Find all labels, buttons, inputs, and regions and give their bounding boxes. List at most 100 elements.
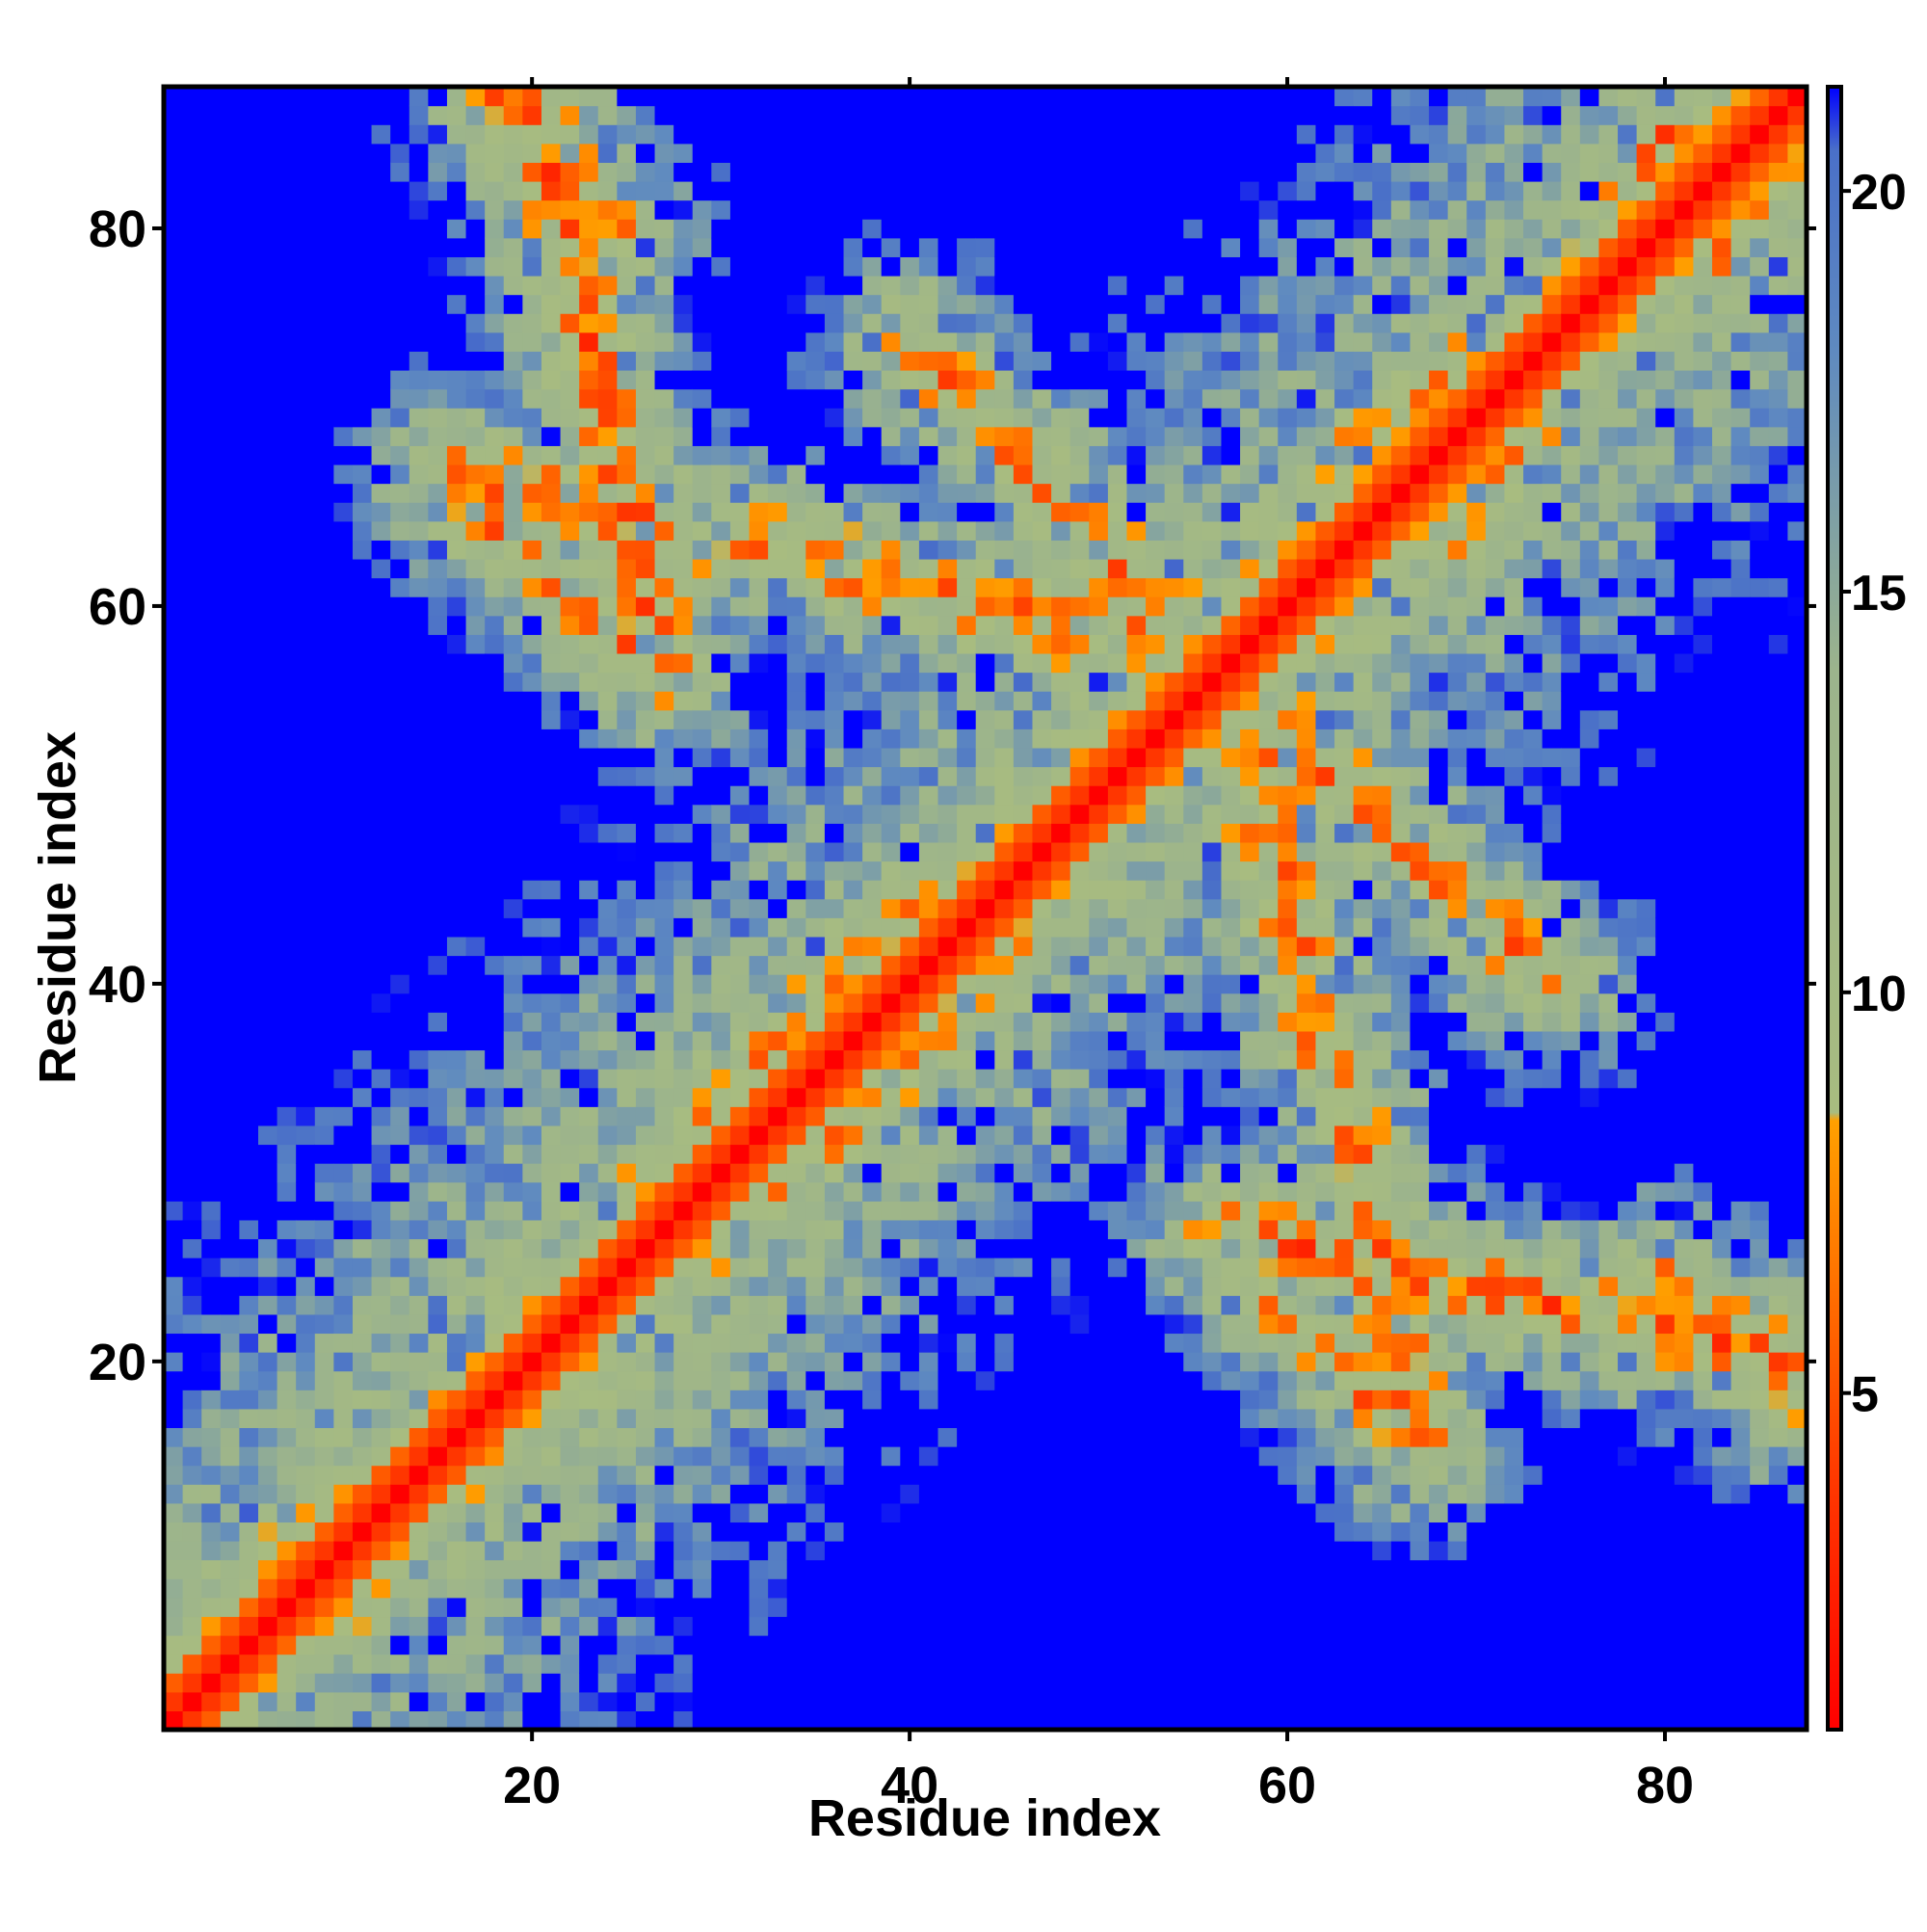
heatmap-cell	[824, 1069, 845, 1089]
heatmap-cell	[409, 275, 429, 296]
heatmap-cell	[768, 331, 788, 352]
heatmap-cell	[805, 180, 826, 201]
heatmap-cell	[729, 1276, 751, 1296]
heatmap-cell	[1146, 294, 1166, 314]
heatmap-cell	[239, 1352, 259, 1372]
heatmap-cell	[597, 237, 618, 257]
heatmap-cell	[673, 1144, 694, 1164]
heatmap-cell	[503, 1352, 523, 1372]
heatmap-cell	[843, 974, 863, 994]
heatmap-cell	[824, 860, 845, 881]
heatmap-cell	[654, 256, 674, 277]
heatmap-cell	[881, 596, 901, 617]
heatmap-cell	[1221, 408, 1241, 428]
heatmap-cell	[201, 1069, 222, 1089]
heatmap-cell	[1201, 766, 1223, 786]
heatmap-cell	[1146, 1049, 1166, 1070]
heatmap-cell	[201, 936, 222, 957]
heatmap-cell	[900, 860, 920, 881]
heatmap-cell	[994, 974, 1015, 994]
heatmap-cells	[164, 87, 1808, 1731]
heatmap-cell	[975, 1673, 995, 1693]
heatmap-cell	[994, 219, 1015, 239]
heatmap-cell	[749, 1635, 769, 1655]
heatmap-cell	[446, 256, 467, 277]
heatmap-cell	[541, 331, 562, 352]
heatmap-cell	[937, 313, 958, 333]
heatmap-cell	[711, 1691, 731, 1711]
heatmap-cell	[560, 1276, 580, 1296]
heatmap-cell	[257, 1484, 278, 1504]
heatmap-cell	[220, 917, 240, 938]
heatmap-cell	[277, 596, 297, 617]
heatmap-cell	[257, 1465, 278, 1485]
heatmap-cell	[503, 1106, 523, 1126]
heatmap-cell	[1183, 1616, 1203, 1636]
heatmap-cell	[994, 1635, 1015, 1655]
heatmap-cell	[994, 1144, 1015, 1164]
heatmap-cell	[277, 162, 297, 182]
heatmap-cell	[937, 1049, 958, 1070]
heatmap-cell	[900, 558, 920, 579]
heatmap-cell	[428, 766, 448, 786]
heatmap-cell	[1013, 1125, 1034, 1146]
heatmap-cell	[900, 1654, 920, 1674]
heatmap-cell	[503, 1313, 523, 1335]
heatmap-cell	[1164, 672, 1184, 692]
heatmap-cell	[465, 1049, 486, 1070]
heatmap-cell	[975, 1578, 995, 1599]
heatmap-cell	[409, 1635, 429, 1655]
heatmap-cell	[1069, 1257, 1090, 1278]
heatmap-cell	[1069, 1522, 1090, 1542]
heatmap-cell	[994, 408, 1015, 428]
heatmap-cell	[1013, 898, 1034, 918]
heatmap-cell	[1107, 1144, 1128, 1164]
heatmap-cell	[1107, 804, 1128, 824]
heatmap-cell	[485, 577, 505, 597]
heatmap-cell	[768, 369, 788, 390]
heatmap-cell	[1126, 520, 1147, 541]
heatmap-cell	[446, 992, 467, 1013]
heatmap-cell	[465, 652, 486, 674]
heatmap-cell	[201, 1106, 222, 1126]
heatmap-cell	[277, 1578, 297, 1599]
heatmap-cell	[409, 180, 429, 201]
heatmap-cell	[1069, 483, 1090, 503]
heatmap-cell	[843, 369, 863, 390]
heatmap-cell	[257, 237, 278, 257]
heatmap-cell	[786, 1069, 806, 1089]
heatmap-cell	[257, 747, 278, 768]
heatmap-cell	[201, 275, 222, 296]
heatmap-cell	[635, 1181, 656, 1202]
heatmap-cell	[597, 880, 618, 900]
heatmap-cell	[786, 1295, 806, 1315]
heatmap-cell	[1221, 1389, 1241, 1410]
heatmap-cell	[1089, 860, 1109, 881]
heatmap-cell	[541, 1541, 562, 1561]
heatmap-cell	[1221, 1635, 1241, 1655]
heatmap-cell	[824, 313, 845, 333]
heatmap-cell	[900, 992, 920, 1013]
heatmap-cell	[957, 502, 977, 522]
heatmap-cell	[635, 1654, 656, 1674]
heatmap-cell	[1183, 483, 1203, 503]
heatmap-cell	[597, 804, 618, 824]
heatmap-cell	[522, 87, 542, 107]
heatmap-cell	[371, 1691, 391, 1711]
heatmap-cell	[1164, 785, 1184, 806]
heatmap-cell	[1051, 974, 1071, 994]
heatmap-cell	[390, 936, 410, 957]
heatmap-cell	[485, 1446, 505, 1467]
heatmap-cell	[881, 917, 901, 938]
heatmap-cell	[1146, 1238, 1166, 1258]
heatmap-cell	[541, 351, 562, 371]
heatmap-cell	[579, 841, 599, 862]
heatmap-cell	[503, 955, 523, 975]
heatmap-cell	[560, 105, 580, 125]
heatmap-cell	[465, 1691, 486, 1711]
heatmap-cell	[617, 615, 637, 635]
heatmap-cell	[881, 256, 901, 277]
heatmap-cell	[881, 936, 901, 957]
heatmap-cell	[1051, 898, 1071, 918]
heatmap-cell	[957, 1163, 977, 1183]
